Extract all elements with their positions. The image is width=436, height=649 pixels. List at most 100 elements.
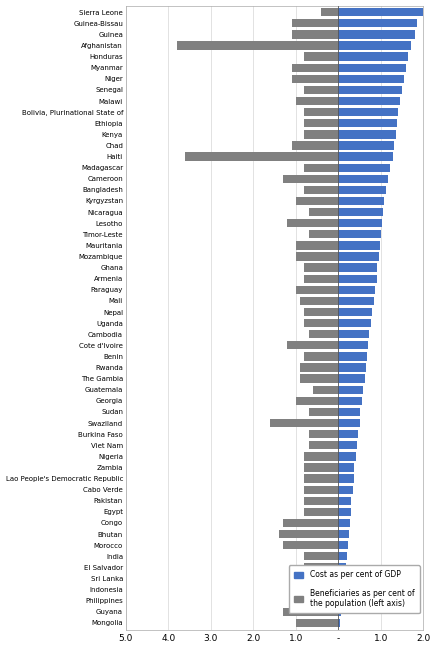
Bar (292, 75, 338, 83)
Bar (338, 53, 409, 61)
Bar (304, 508, 338, 516)
Bar (338, 230, 381, 238)
Bar (300, 574, 338, 583)
Bar (338, 530, 349, 538)
Bar (304, 130, 338, 138)
Bar (338, 42, 412, 50)
Bar (338, 186, 386, 194)
Bar (287, 219, 338, 227)
Bar (304, 108, 338, 116)
Bar (338, 419, 360, 427)
Bar (300, 374, 338, 383)
Bar (338, 341, 368, 350)
Bar (304, 53, 338, 61)
Bar (304, 485, 338, 494)
Bar (338, 485, 353, 494)
Bar (338, 386, 363, 394)
Bar (304, 119, 338, 127)
Bar (338, 474, 354, 483)
Bar (304, 319, 338, 327)
Bar (304, 496, 338, 505)
Bar (338, 441, 357, 449)
Bar (338, 130, 396, 138)
Bar (338, 607, 341, 616)
Bar (292, 31, 338, 38)
Bar (292, 19, 338, 27)
Bar (185, 153, 338, 161)
Bar (338, 352, 367, 361)
Bar (321, 8, 338, 16)
Bar (338, 252, 379, 261)
Bar (296, 241, 338, 250)
Bar (296, 97, 338, 105)
Bar (304, 552, 338, 561)
Bar (296, 197, 338, 205)
Bar (304, 164, 338, 172)
Bar (338, 208, 383, 216)
Bar (309, 408, 338, 416)
Bar (304, 308, 338, 316)
Bar (304, 86, 338, 94)
Bar (304, 585, 338, 594)
Bar (304, 563, 338, 572)
Bar (304, 452, 338, 461)
Bar (338, 219, 382, 227)
Bar (338, 275, 377, 283)
Bar (338, 263, 378, 272)
Bar (338, 541, 347, 549)
Bar (300, 297, 338, 305)
Bar (304, 186, 338, 194)
Bar (338, 397, 362, 405)
Bar (292, 64, 338, 72)
Bar (309, 441, 338, 449)
Bar (338, 86, 402, 94)
Bar (338, 153, 393, 161)
Bar (300, 363, 338, 372)
Bar (338, 374, 364, 383)
Bar (296, 618, 338, 627)
Bar (177, 42, 338, 50)
Bar (338, 241, 380, 250)
Bar (338, 463, 354, 472)
Bar (338, 119, 397, 127)
Bar (292, 596, 338, 605)
Bar (338, 496, 351, 505)
Bar (304, 474, 338, 483)
Bar (338, 508, 351, 516)
Bar (279, 530, 338, 538)
Bar (304, 352, 338, 361)
Bar (296, 252, 338, 261)
Bar (304, 275, 338, 283)
Bar (338, 175, 388, 183)
Bar (338, 97, 400, 105)
Bar (338, 19, 417, 27)
Bar (270, 419, 338, 427)
Bar (338, 408, 361, 416)
Bar (304, 263, 338, 272)
Bar (309, 430, 338, 438)
Bar (309, 208, 338, 216)
Bar (338, 452, 356, 461)
Bar (292, 141, 338, 150)
Bar (338, 552, 347, 561)
Bar (283, 519, 338, 527)
Bar (338, 596, 343, 605)
Bar (338, 286, 375, 294)
Bar (338, 563, 346, 572)
Bar (283, 175, 338, 183)
Bar (338, 164, 390, 172)
Bar (283, 607, 338, 616)
Bar (313, 386, 338, 394)
Legend: Cost as per cent of GDP, Beneficiaries as per cent of
the population (left axis): Cost as per cent of GDP, Beneficiaries a… (289, 565, 419, 613)
Bar (338, 8, 423, 16)
Bar (309, 230, 338, 238)
Bar (304, 463, 338, 472)
Bar (338, 64, 406, 72)
Bar (338, 197, 384, 205)
Bar (309, 330, 338, 338)
Bar (283, 541, 338, 549)
Bar (338, 618, 341, 627)
Bar (338, 31, 415, 38)
Bar (287, 341, 338, 350)
Bar (338, 430, 358, 438)
